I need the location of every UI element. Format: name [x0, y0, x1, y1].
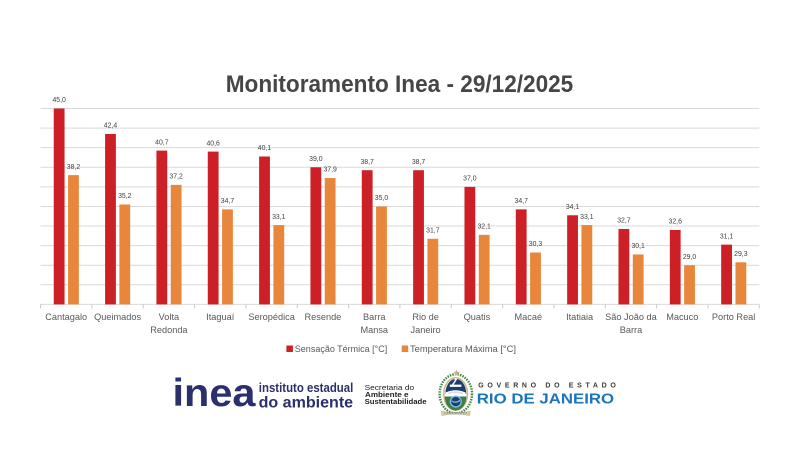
svg-text:37,0: 37,0	[463, 176, 477, 183]
svg-text:45,0: 45,0	[52, 97, 66, 104]
svg-text:40,6: 40,6	[206, 140, 220, 147]
svg-text:38,7: 38,7	[360, 159, 374, 166]
svg-text:32,7: 32,7	[617, 218, 631, 225]
svg-text:32,6: 32,6	[669, 219, 683, 226]
svg-text:34,7: 34,7	[515, 198, 529, 205]
svg-text:Barra: Barra	[620, 325, 643, 335]
svg-text:30,1: 30,1	[631, 243, 645, 250]
svg-text:34,7: 34,7	[221, 198, 235, 205]
svg-text:São João da: São João da	[605, 312, 657, 322]
svg-text:Itatiaia: Itatiaia	[566, 312, 594, 322]
svg-text:39,0: 39,0	[309, 156, 323, 163]
svg-text:33,1: 33,1	[580, 214, 594, 221]
svg-text:do ambiente: do ambiente	[259, 395, 354, 412]
svg-text:37,9: 37,9	[323, 167, 337, 174]
svg-text:Mansa: Mansa	[360, 325, 388, 335]
svg-text:Rio de: Rio de	[412, 312, 439, 322]
svg-text:Barra: Barra	[363, 312, 386, 322]
svg-text:31,7: 31,7	[426, 227, 440, 234]
svg-text:42,4: 42,4	[104, 123, 118, 130]
svg-text:Resende: Resende	[305, 312, 342, 322]
svg-text:40,7: 40,7	[155, 139, 169, 146]
svg-text:37,2: 37,2	[169, 174, 183, 181]
svg-text:Sensação Térmica [°C]: Sensação Térmica [°C]	[295, 344, 388, 354]
svg-text:30,3: 30,3	[529, 241, 543, 248]
svg-text:Seropédica: Seropédica	[248, 312, 295, 322]
svg-text:Sustentabilidade: Sustentabilidade	[365, 397, 427, 406]
svg-text:Secretaria do: Secretaria do	[365, 383, 415, 392]
svg-text:Itaguaí: Itaguaí	[206, 312, 235, 322]
svg-text:Monitoramento Inea - 29/12/202: Monitoramento Inea - 29/12/2025	[226, 71, 574, 98]
svg-text:GOVERNO DO ESTADO: GOVERNO DO ESTADO	[478, 382, 616, 389]
svg-text:Temperatura Máxima [°C]: Temperatura Máxima [°C]	[410, 344, 516, 354]
svg-text:Volta: Volta	[159, 312, 180, 322]
svg-text:RIO DE JANEIRO: RIO DE JANEIRO	[477, 391, 614, 407]
svg-text:35,2: 35,2	[118, 193, 132, 200]
svg-text:inea: inea	[173, 372, 256, 415]
svg-text:Redonda: Redonda	[150, 325, 188, 335]
svg-text:instituto estadual: instituto estadual	[259, 381, 354, 395]
svg-text:Queimados: Queimados	[94, 312, 141, 322]
svg-text:38,2: 38,2	[67, 164, 81, 171]
svg-text:33,1: 33,1	[272, 214, 286, 221]
svg-text:Macaé: Macaé	[514, 312, 542, 322]
svg-text:Porto Real: Porto Real	[712, 312, 755, 322]
svg-text:40,1: 40,1	[258, 145, 272, 152]
svg-text:29,0: 29,0	[683, 254, 697, 261]
svg-text:Quatis: Quatis	[464, 312, 491, 322]
svg-text:Ambiente e: Ambiente e	[365, 390, 409, 399]
svg-text:34,1: 34,1	[566, 204, 580, 211]
svg-text:35,0: 35,0	[375, 195, 389, 202]
svg-text:29,3: 29,3	[734, 251, 748, 258]
svg-text:31,1: 31,1	[720, 233, 734, 240]
svg-text:Macuco: Macuco	[666, 312, 698, 322]
svg-text:Janeiro: Janeiro	[411, 325, 441, 335]
svg-text:38,7: 38,7	[412, 159, 426, 166]
svg-text:Cantagalo: Cantagalo	[45, 312, 87, 322]
svg-text:32,1: 32,1	[477, 224, 491, 231]
